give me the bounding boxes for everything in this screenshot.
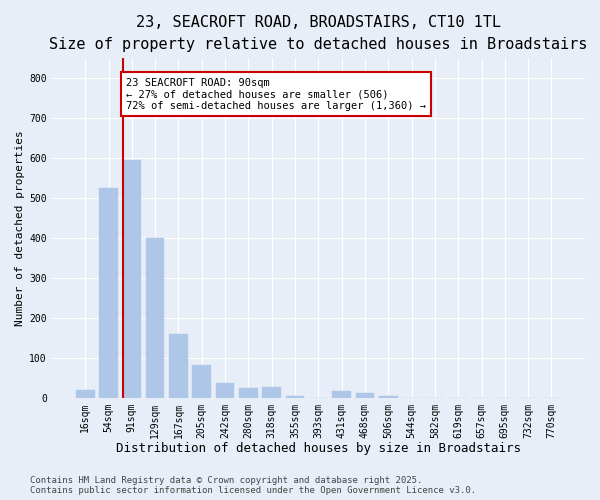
Bar bbox=[193, 364, 211, 398]
Bar bbox=[122, 160, 141, 398]
Text: 23 SEACROFT ROAD: 90sqm
← 27% of detached houses are smaller (506)
72% of semi-d: 23 SEACROFT ROAD: 90sqm ← 27% of detache… bbox=[126, 78, 426, 110]
Y-axis label: Number of detached properties: Number of detached properties bbox=[15, 130, 25, 326]
X-axis label: Distribution of detached houses by size in Broadstairs: Distribution of detached houses by size … bbox=[116, 442, 521, 455]
Bar bbox=[356, 393, 374, 398]
Bar bbox=[216, 382, 235, 398]
Bar bbox=[332, 390, 351, 398]
Bar bbox=[379, 396, 398, 398]
Bar bbox=[99, 188, 118, 398]
Bar bbox=[169, 334, 188, 398]
Bar bbox=[146, 238, 164, 398]
Title: 23, SEACROFT ROAD, BROADSTAIRS, CT10 1TL
Size of property relative to detached h: 23, SEACROFT ROAD, BROADSTAIRS, CT10 1TL… bbox=[49, 15, 587, 52]
Bar bbox=[286, 396, 304, 398]
Text: Contains HM Land Registry data © Crown copyright and database right 2025.
Contai: Contains HM Land Registry data © Crown c… bbox=[30, 476, 476, 495]
Bar bbox=[239, 388, 258, 398]
Bar bbox=[76, 390, 95, 398]
Bar bbox=[262, 386, 281, 398]
